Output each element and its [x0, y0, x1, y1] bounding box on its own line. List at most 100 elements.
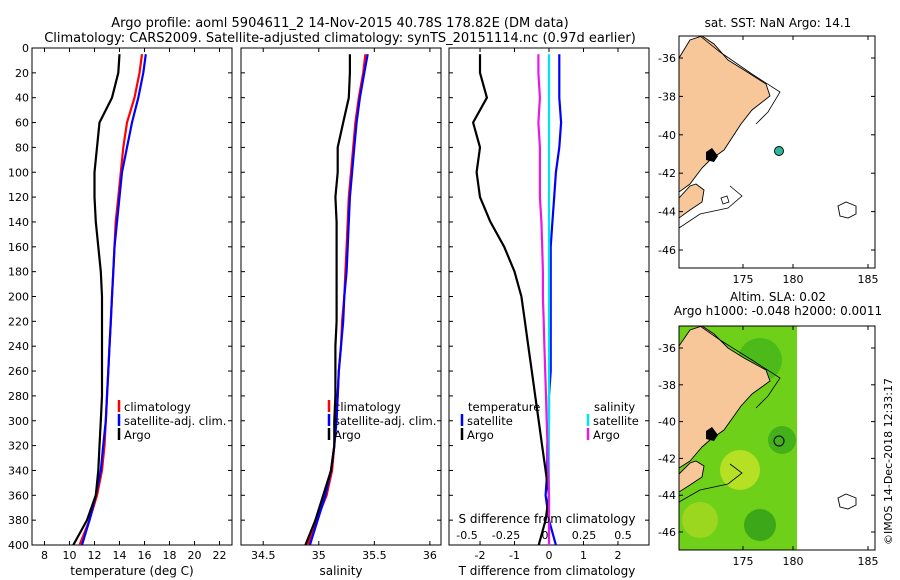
series-t-argo [472, 54, 551, 545]
wellington-coast [706, 148, 718, 162]
legend-satellite-label: satellite-adj. clim. [124, 414, 226, 428]
isobath-contour [699, 36, 781, 125]
y-tick-label: 240 [8, 340, 29, 353]
map-x-tick-label: 175 [733, 273, 754, 286]
x2-tick-label: -0.5 [456, 529, 477, 542]
argo-float-marker [773, 435, 785, 447]
y-tick-label: 280 [8, 390, 29, 403]
map-y-tick-label: -36 [658, 342, 676, 355]
legend-climatology-label: climatology [334, 400, 401, 414]
series-group [72, 54, 147, 545]
difference-legend: temperature satellite Argo salinity sate… [460, 400, 639, 442]
axis-ticks: 0204060801001201401601802002202402602803… [8, 42, 649, 562]
north-island [679, 36, 771, 193]
salinity-legend: climatology satellite-adj. clim. Argo [327, 400, 436, 442]
series-satellite-adj-clim- [308, 54, 369, 545]
y-tick-label: 0 [22, 42, 29, 55]
legend-argo-label: Argo [124, 428, 151, 442]
x-tick-label: 20 [188, 549, 202, 562]
credit-text: ©IMOS 14-Dec-2018 12:33:17 [882, 378, 895, 545]
x-tick-label: 0 [546, 549, 553, 562]
title-line1: Argo profile: aoml 5904611_2 14-Nov-2015… [111, 16, 568, 31]
map-y-tick-label: -42 [658, 167, 676, 180]
x-tick-label: 22 [213, 549, 227, 562]
y-tick-label: 40 [15, 92, 29, 105]
map-y-tick-label: -46 [658, 244, 676, 257]
legend-t-argo-label: Argo [467, 428, 494, 442]
map-x-tick-label: 185 [858, 273, 879, 286]
salinity-axes [240, 47, 442, 546]
y-tick-label: 360 [8, 489, 29, 502]
y-tick-label: 80 [15, 141, 29, 154]
series-satellite-adj-clim- [80, 54, 147, 545]
chatham-islands [837, 201, 857, 219]
legend-temperature-title: temperature [468, 400, 540, 414]
x-tick-label: -2 [475, 549, 486, 562]
y-tick-label: 380 [8, 514, 29, 527]
y-tick-label: 120 [8, 191, 29, 204]
legend-s-satellite-label: satellite [593, 414, 639, 428]
sla-blob [768, 426, 796, 454]
series-argo [304, 54, 351, 545]
x2-tick-label: -0.25 [492, 529, 520, 542]
y-tick-label: 340 [8, 464, 29, 477]
legend-climatology-label: climatology [124, 400, 191, 414]
profile-lines [72, 54, 563, 545]
salinity-xlabel: salinity [319, 564, 362, 578]
sla-blob [682, 502, 718, 538]
series-group [304, 54, 369, 545]
x-tick-label: 12 [88, 549, 102, 562]
isobath-contour [679, 185, 743, 229]
difference-xlabel: T difference from climatology [458, 564, 636, 578]
isobath-contour [699, 326, 781, 409]
x-tick-label: 35 [312, 549, 326, 562]
y-tick-label: 220 [8, 315, 29, 328]
series-group [472, 54, 563, 545]
x2-tick-label: 0.5 [614, 529, 632, 542]
legend-satellite-label: satellite-adj. clim. [334, 414, 436, 428]
x-tick-label: 10 [63, 549, 77, 562]
x-tick-label: 34.5 [251, 549, 276, 562]
y-tick-label: 140 [8, 216, 29, 229]
x-tick-label: 14 [113, 549, 127, 562]
map-y-tick-label: -38 [658, 379, 676, 392]
small-island [720, 195, 730, 205]
legend-salinity-title: salinity [594, 400, 635, 414]
map2-title2: Argo h1000: -0.048 h2000: 0.0011 [674, 304, 882, 318]
map-x-tick-label: 185 [858, 555, 879, 568]
s-difference-xlabel: S difference from climatology [459, 512, 636, 526]
south-island [679, 183, 705, 219]
north-island [679, 326, 771, 469]
y-tick-label: 60 [15, 117, 29, 130]
title-line2: Climatology: CARS2009. Satellite-adjuste… [44, 31, 636, 46]
map-y-tick-label: -36 [658, 52, 676, 65]
map-x-tick-label: 175 [733, 555, 754, 568]
map-y-tick-label: -40 [658, 129, 676, 142]
x-tick-label: 35.5 [362, 549, 387, 562]
x-tick-label: 18 [163, 549, 177, 562]
x2-tick-label: 0.25 [572, 529, 597, 542]
map-y-tick-label: -44 [658, 489, 676, 502]
sla-blob [720, 450, 760, 490]
y-tick-label: 320 [8, 440, 29, 453]
wellington-coast [706, 427, 718, 441]
temperature-legend: climatology satellite-adj. clim. Argo [117, 400, 226, 442]
map1-title: sat. SST: NaN Argo: 14.1 [705, 16, 852, 30]
map2-ticks: -36 -38 -40 -42 -44 -46 175 180 185 [658, 326, 879, 568]
map-y-tick-label: -44 [658, 206, 676, 219]
x-tick-label: 1 [580, 549, 587, 562]
legend-t-satellite-label: satellite [467, 414, 513, 428]
map-y-tick-label: -42 [658, 452, 676, 465]
south-island [679, 460, 705, 493]
map-y-tick-label: -40 [658, 416, 676, 429]
x-tick-label: 2 [614, 549, 621, 562]
x-tick-label: 8 [41, 549, 48, 562]
x-tick-label: 16 [138, 549, 152, 562]
y-tick-label: 300 [8, 415, 29, 428]
map1-frame [678, 35, 876, 269]
map2-title1: Altim. SLA: 0.02 [730, 290, 826, 304]
map1-ticks: -36 -38 -40 -42 -44 -46 175 180 185 [658, 36, 879, 286]
chatham-islands [837, 493, 857, 510]
y-tick-label: 20 [15, 67, 29, 80]
